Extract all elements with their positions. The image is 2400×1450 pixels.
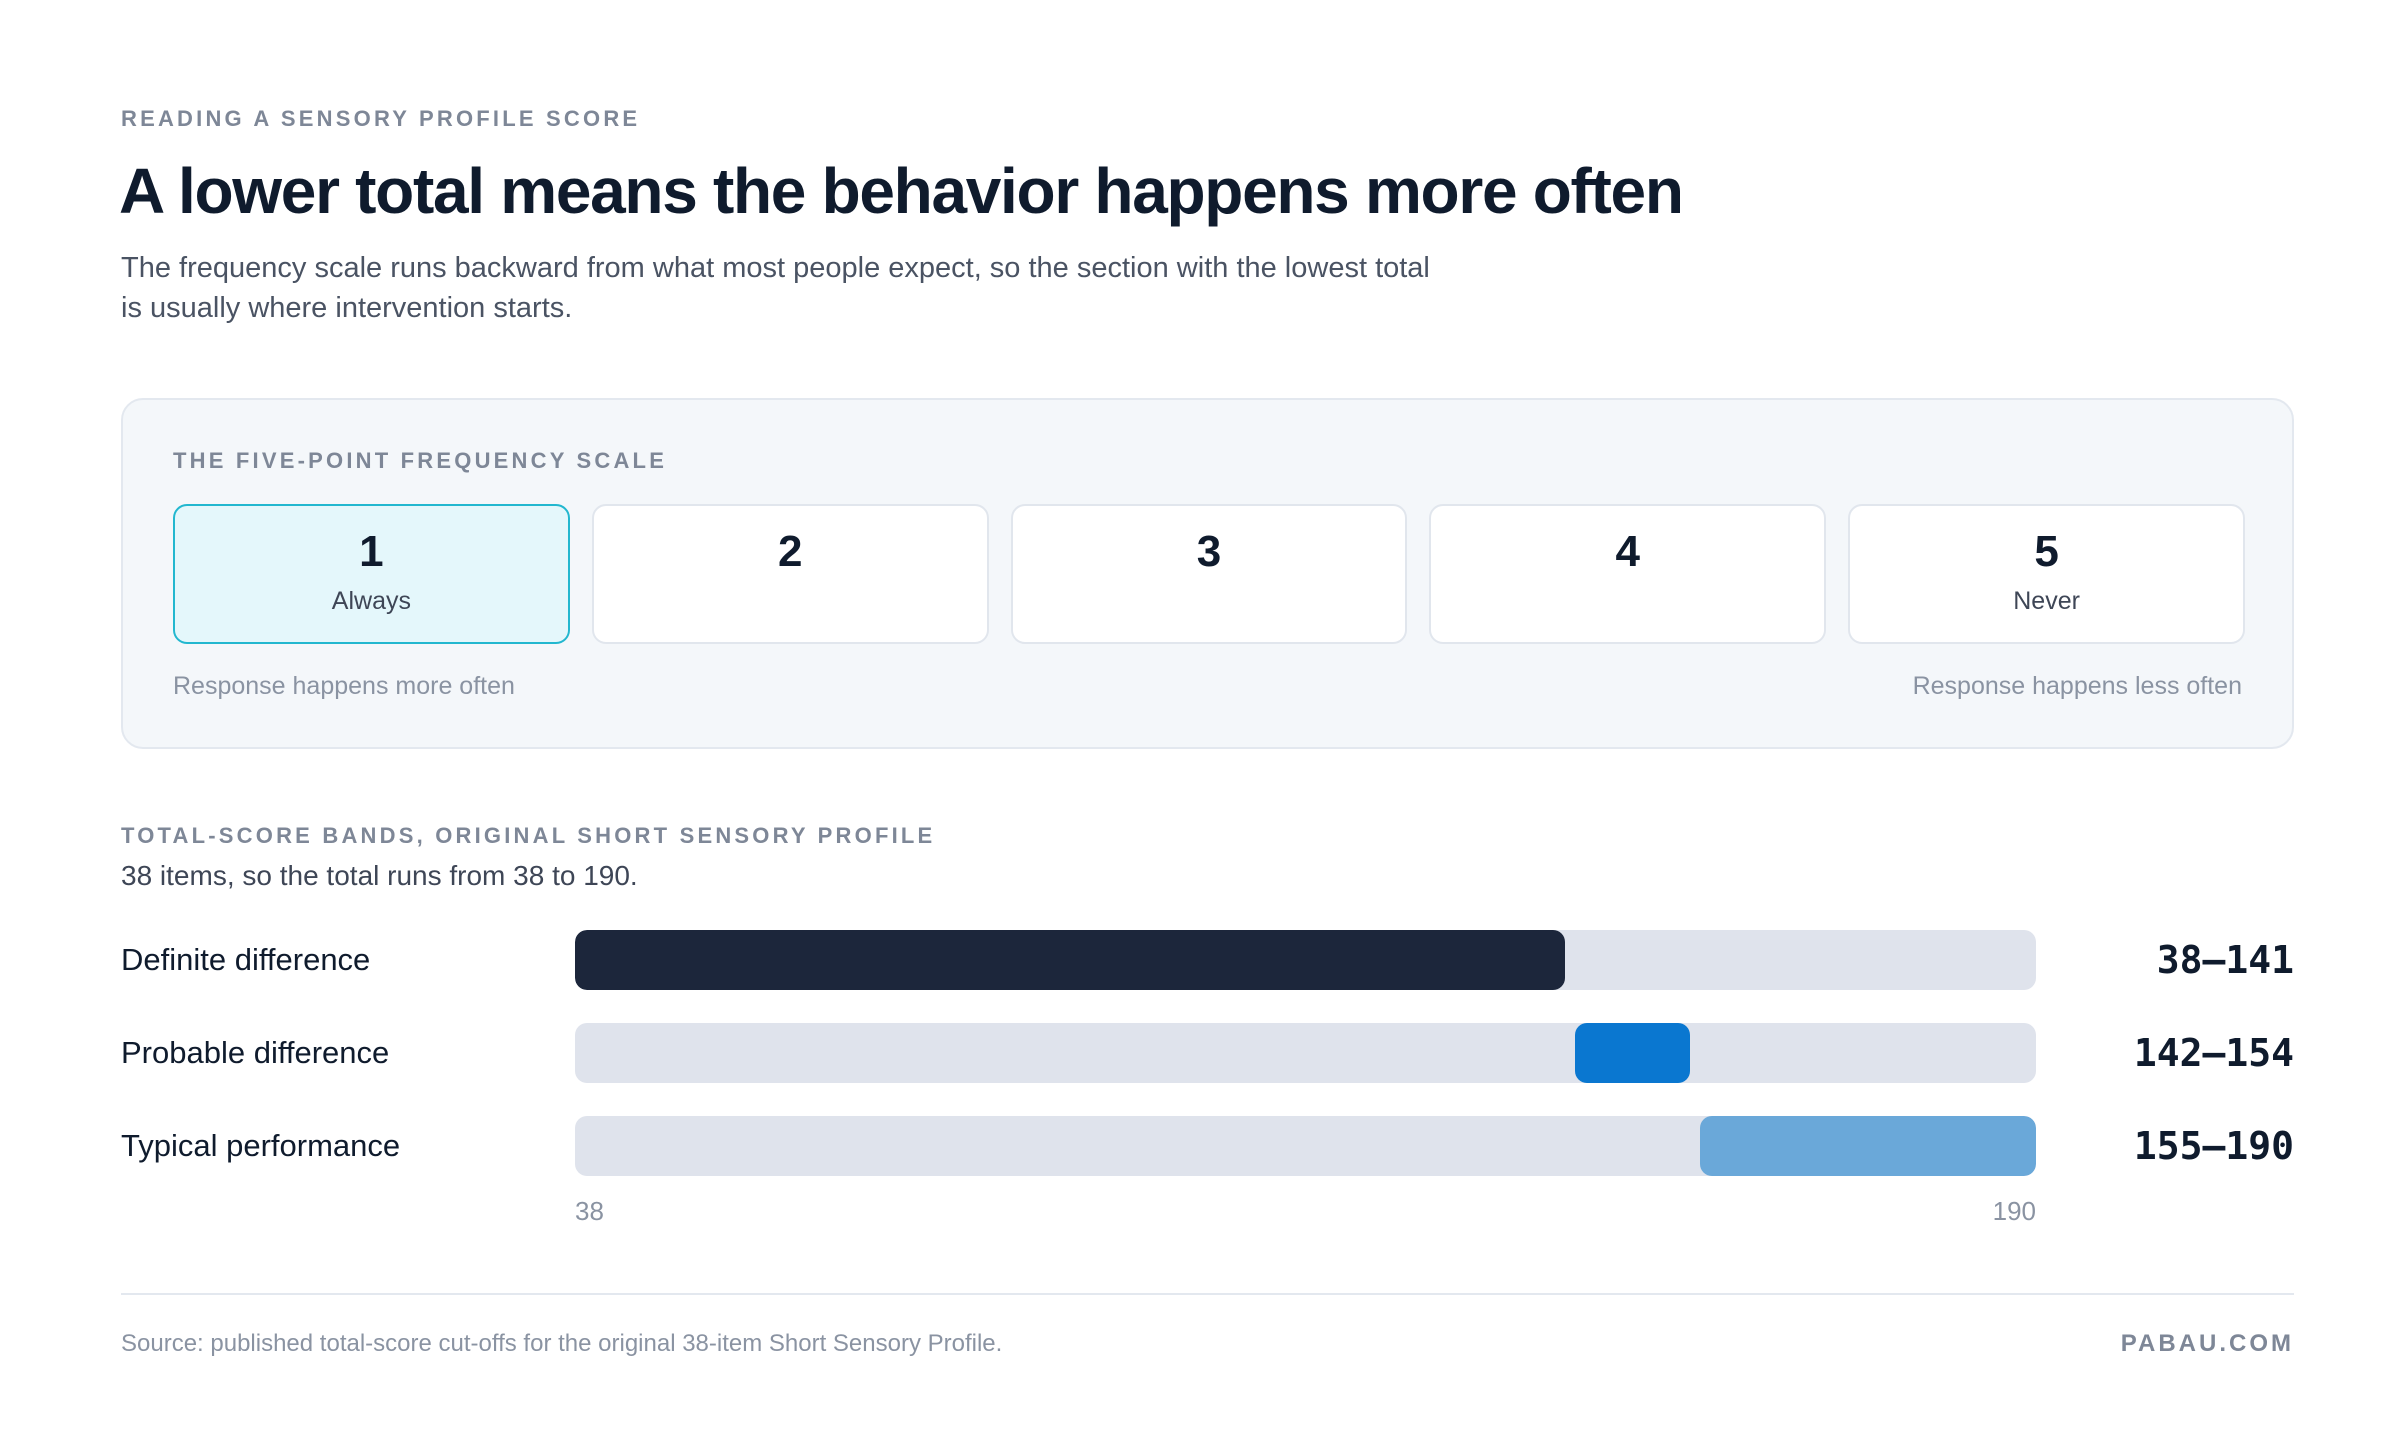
band-range-label: 38—141 <box>2156 938 2294 982</box>
band-bar <box>1574 1023 1690 1083</box>
band-bar <box>575 930 1566 990</box>
band-track <box>575 1116 2036 1176</box>
band-track <box>575 930 2036 990</box>
footer-divider <box>121 1293 2294 1295</box>
scale-point-4: 4 <box>1429 504 1827 644</box>
bands-section-label: TOTAL-SCORE BANDS, ORIGINAL SHORT SENSOR… <box>121 823 936 848</box>
scale-panel-label: THE FIVE-POINT FREQUENCY SCALE <box>173 448 668 473</box>
axis-tick-max: 190 <box>1992 1196 2036 1226</box>
eyebrow-label: READING A SENSORY PROFILE SCORE <box>121 106 641 131</box>
scale-point-word: Always <box>331 587 411 615</box>
scale-left-note: Response happens more often <box>173 672 515 700</box>
scale-point-number: 1 <box>359 527 384 576</box>
band-row-typical: Typical performance 155—190 <box>0 1116 2400 1176</box>
band-category-label: Typical performance <box>121 1128 401 1163</box>
scale-point-2: 2 <box>591 504 989 644</box>
scale-boxes: 1 Always 2 3 4 5 Never <box>173 504 2245 644</box>
bands-section-note: 38 items, so the total runs from 38 to 1… <box>121 860 638 891</box>
band-track <box>575 1023 2036 1083</box>
brand-label: PABAU.COM <box>2120 1330 2294 1357</box>
scale-point-number: 4 <box>1615 527 1641 576</box>
source-note: Source: published total-score cut-offs f… <box>121 1330 1003 1357</box>
band-bar <box>1699 1116 2036 1176</box>
band-row-probable: Probable difference 142—154 <box>0 1023 2400 1083</box>
page-subtitle: The frequency scale runs backward from w… <box>121 252 1430 324</box>
band-range-label: 155—190 <box>2133 1124 2294 1168</box>
band-row-definite: Definite difference 38—141 <box>0 930 2400 990</box>
scale-point-3: 3 <box>1010 504 1408 644</box>
band-range-label: 142—154 <box>2133 1031 2294 1075</box>
scale-point-number: 3 <box>1196 527 1222 576</box>
scale-right-note: Response happens less often <box>1912 672 2242 700</box>
scale-point-5: 5 Never <box>1848 504 2245 644</box>
axis-tick-min: 38 <box>575 1196 604 1226</box>
page-title: A lower total means the behavior happens… <box>119 155 1684 227</box>
band-category-label: Probable difference <box>121 1035 390 1070</box>
scale-point-number: 5 <box>2034 527 2059 576</box>
frequency-scale-panel: THE FIVE-POINT FREQUENCY SCALE 1 Always … <box>121 398 2294 749</box>
scale-point-word: Never <box>2013 587 2080 615</box>
scale-point-1: 1 Always <box>173 504 570 644</box>
scale-point-number: 2 <box>777 527 803 576</box>
band-category-label: Definite difference <box>121 942 371 977</box>
